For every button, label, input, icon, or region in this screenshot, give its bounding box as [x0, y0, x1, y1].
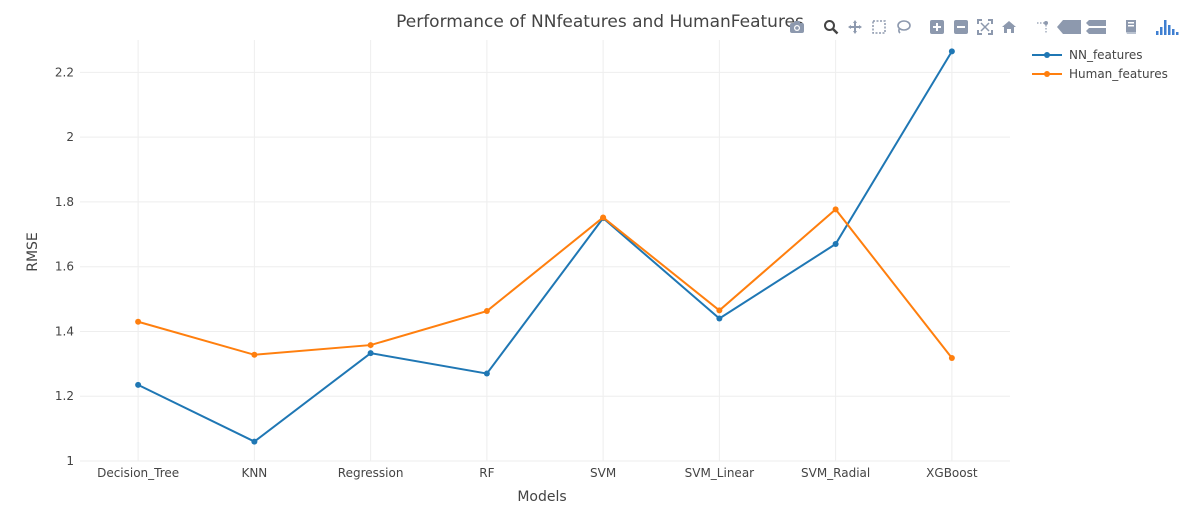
legend-label: NN_features [1069, 48, 1143, 62]
data-point[interactable] [135, 318, 142, 325]
y-tick-label: 1.6 [55, 260, 74, 274]
legend-item[interactable]: Human_features [1032, 67, 1168, 81]
x-tick-label: Decision_Tree [97, 466, 179, 480]
edit-icon[interactable] [1120, 16, 1142, 38]
x-tick-label: RF [479, 466, 494, 480]
x-tick-label: SVM_Radial [801, 466, 870, 480]
legend-label: Human_features [1069, 67, 1168, 81]
zoom-in-icon[interactable] [926, 16, 948, 38]
data-point[interactable] [716, 307, 723, 314]
data-point[interactable] [367, 350, 374, 357]
spike-lines-icon[interactable] [1032, 16, 1054, 38]
data-point[interactable] [483, 370, 490, 377]
y-tick-label: 1.8 [55, 195, 74, 209]
series-Human_features [135, 206, 955, 362]
autoscale-icon[interactable] [974, 16, 996, 38]
data-point[interactable] [251, 351, 258, 358]
x-tick-label: SVM_Linear [685, 466, 755, 480]
data-point[interactable] [832, 241, 839, 248]
data-point[interactable] [948, 48, 955, 55]
series-line [137, 50, 953, 443]
legend-marker [1044, 52, 1050, 58]
series-layer [135, 48, 955, 445]
data-point[interactable] [948, 355, 955, 362]
modebar-toolbar [786, 16, 1182, 38]
data-point[interactable] [832, 206, 839, 213]
x-tick-label: Regression [338, 466, 404, 480]
lasso-select-icon[interactable] [892, 16, 914, 38]
box-select-icon[interactable] [868, 16, 890, 38]
hover-closest-icon[interactable] [1056, 16, 1082, 38]
x-tick-label: KNN [241, 466, 267, 480]
x-tick-label: XGBoost [926, 466, 978, 480]
zoom-out-icon[interactable] [950, 16, 972, 38]
legend[interactable]: NN_features Human_features [1032, 48, 1168, 81]
y-tick-labels: 1 1.2 1.4 1.6 1.8 2 2.2 [55, 65, 74, 468]
legend-marker [1044, 71, 1050, 77]
zoom-icon[interactable] [820, 16, 842, 38]
y-tick-label: 1 [66, 454, 74, 468]
pan-icon[interactable] [844, 16, 866, 38]
data-point[interactable] [135, 381, 142, 388]
data-point[interactable] [367, 342, 374, 349]
y-tick-label: 1.4 [55, 324, 74, 338]
data-point[interactable] [251, 438, 258, 445]
y-tick-label: 2.2 [55, 65, 74, 79]
data-point[interactable] [600, 214, 607, 221]
data-point[interactable] [716, 315, 723, 322]
x-tick-label: SVM [590, 466, 616, 480]
y-tick-label: 2 [66, 130, 74, 144]
series-line [137, 207, 953, 359]
y-axis-label: RMSE [25, 232, 41, 272]
plotly-logo-icon[interactable] [1154, 16, 1180, 38]
chart-title: Performance of NNfeatures and HumanFeatu… [396, 12, 804, 32]
camera-icon[interactable] [786, 16, 808, 38]
hover-compare-icon[interactable] [1084, 16, 1108, 38]
series-NN_features [135, 48, 955, 445]
x-axis-label: Models [517, 489, 566, 505]
y-tick-label: 1.2 [55, 389, 74, 403]
legend-item[interactable]: NN_features [1032, 48, 1143, 62]
reset-axes-icon[interactable] [998, 16, 1020, 38]
data-point[interactable] [483, 308, 490, 315]
x-tick-labels: Decision_Tree KNN Regression RF SVM SVM_Linea… [97, 466, 978, 480]
grid-lines [80, 40, 1010, 462]
